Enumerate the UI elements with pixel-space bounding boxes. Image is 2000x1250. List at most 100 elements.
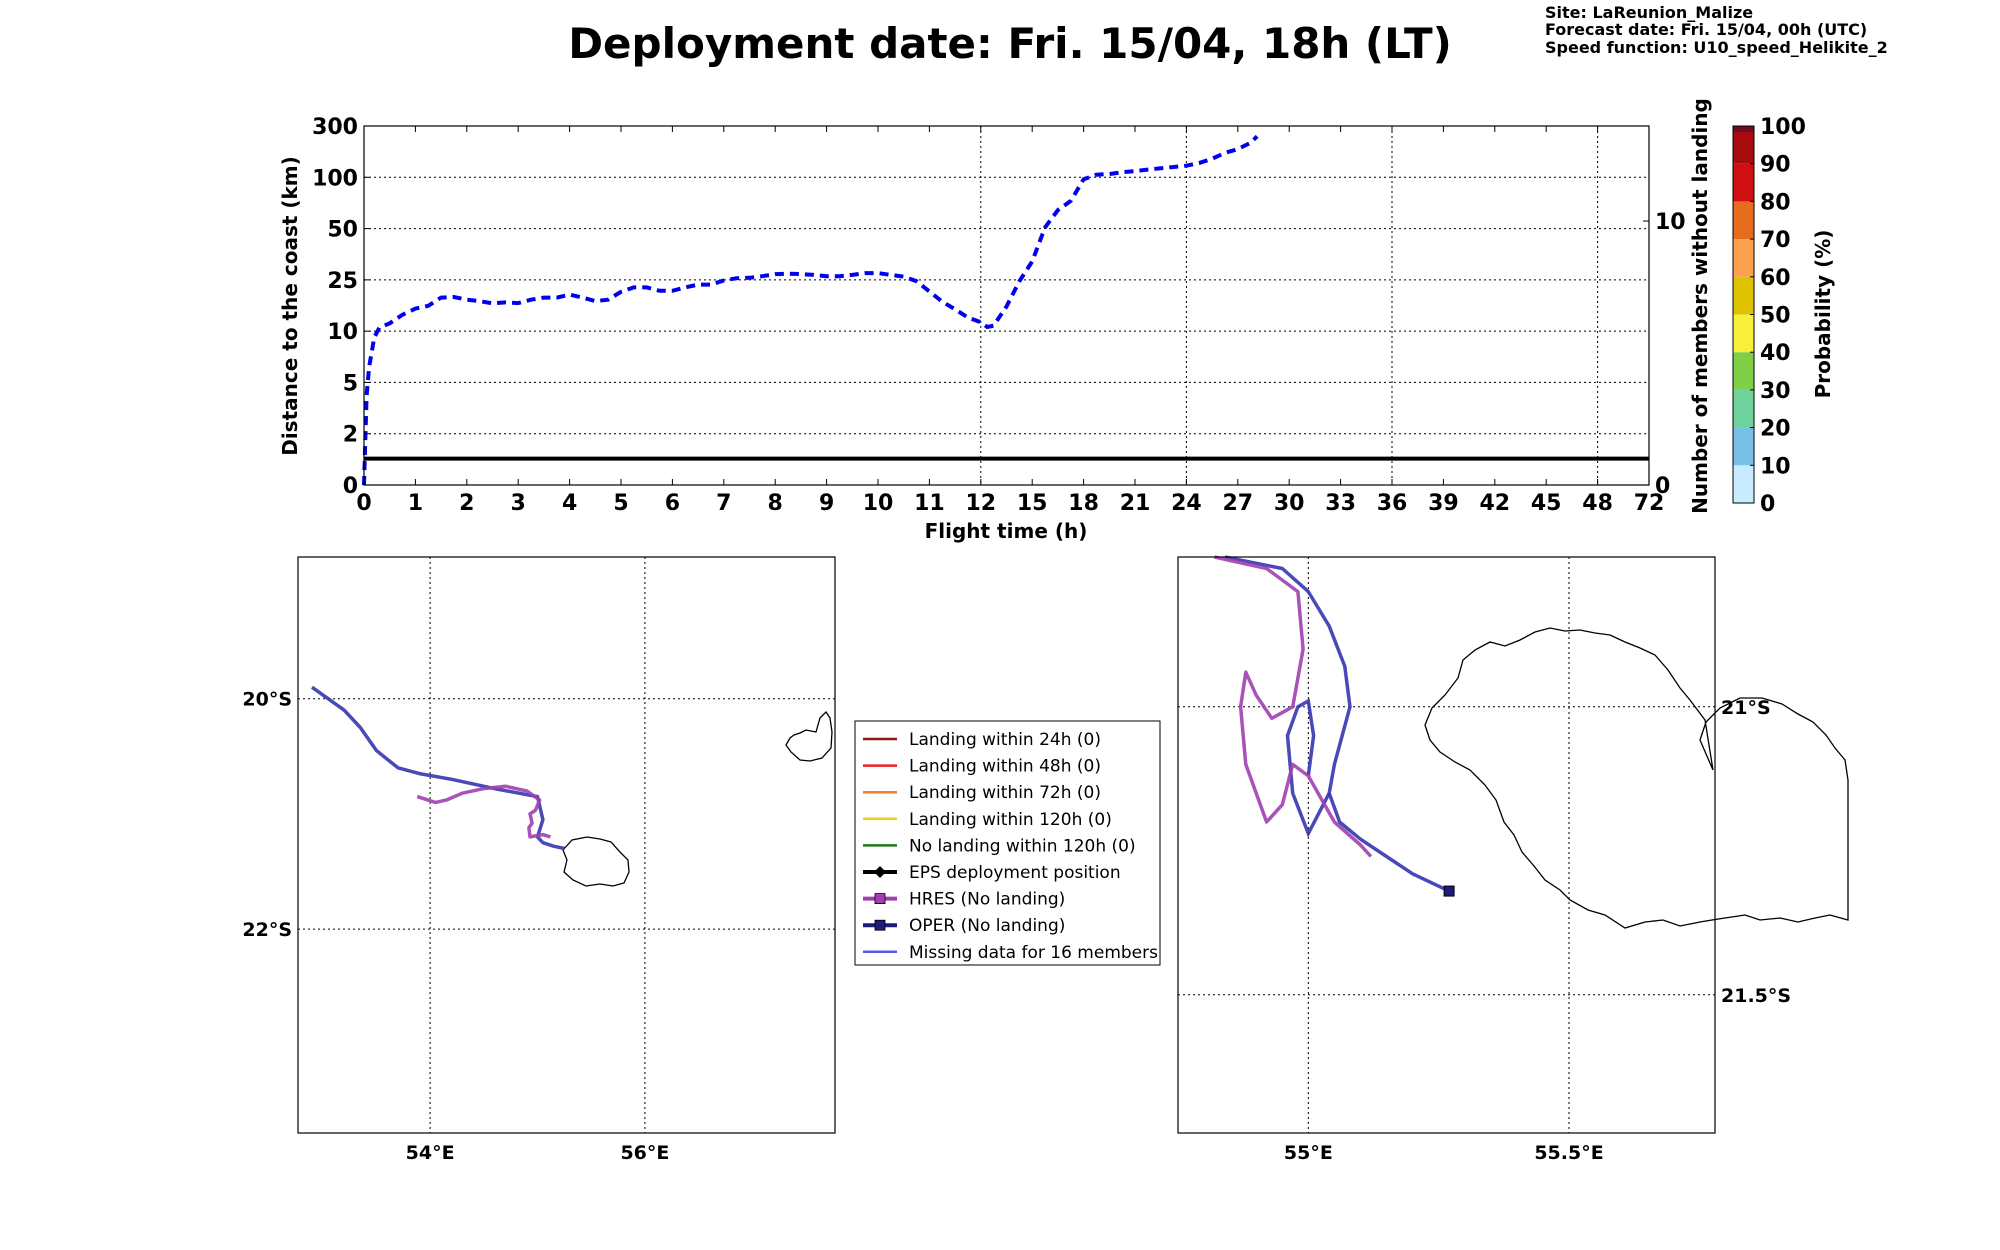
x-tick-label: 24 <box>1171 491 1202 516</box>
legend-label: Landing within 48h (0) <box>909 757 1101 777</box>
legend-item: Missing data for 16 members <box>863 943 1158 963</box>
colorbar-cell <box>1733 276 1754 315</box>
legend-label: Landing within 72h (0) <box>909 783 1101 803</box>
x-tick-label: 1 <box>408 491 423 516</box>
distance-chart-grid <box>364 126 1649 485</box>
colorbar-tick-label: 50 <box>1760 304 1791 329</box>
colorbar-tick-label: 40 <box>1760 341 1791 366</box>
oper-deployment-marker <box>1443 885 1455 897</box>
x-tick-label: 2 <box>459 491 474 516</box>
colorbar-tick-label: 10 <box>1760 454 1791 479</box>
y2-tick-label: 0 <box>1655 474 1670 499</box>
legend-items: Landing within 24h (0) Landing within 48h… <box>863 730 1158 963</box>
y-tick-label: 5 <box>343 371 358 396</box>
forecast-date-label: Forecast date: Fri. 15/04, 00h (UTC) <box>1545 20 1867 39</box>
colorbar-tick-label: 0 <box>1760 492 1775 517</box>
colorbar-tick-label: 100 <box>1760 115 1806 140</box>
x-tick-label: 21 <box>1120 491 1151 516</box>
y2-tick-labels: 0 10 <box>1643 210 1686 499</box>
site-label: Site: LaReunion_Malize <box>1545 3 1753 22</box>
longitude-label: 55.5°E <box>1534 1142 1603 1164</box>
legend: Landing within 24h (0) Landing within 48h… <box>854 720 1161 966</box>
x-tick-label: 30 <box>1274 491 1305 516</box>
oper-track <box>1224 555 1450 893</box>
oper-track-branch <box>1285 698 1331 838</box>
colorbar-cell <box>1733 427 1754 466</box>
legend-label: No landing within 120h (0) <box>909 836 1136 856</box>
colorbar-cell <box>1733 465 1754 503</box>
x-tick-label: 48 <box>1582 491 1613 516</box>
legend-label: OPER (No landing) <box>909 916 1065 936</box>
y-tick-label: 50 <box>327 218 358 243</box>
colorbar-tick-label: 90 <box>1760 153 1791 178</box>
x-tick-label: 5 <box>613 491 628 516</box>
x-tick-label: 8 <box>768 491 783 516</box>
colorbar-cell <box>1733 239 1754 277</box>
latitude-label: 20°S <box>242 689 292 711</box>
map-right: 55°E 55.5°E 21°S 21.5°S <box>1177 555 1849 1164</box>
legend-frame <box>854 720 1161 966</box>
map-left-tick-labels: 54°E 56°E 20°S 22°S <box>242 689 669 1164</box>
y2-tick-label: 10 <box>1655 210 1686 235</box>
map-right-frame <box>1177 556 1716 1134</box>
x-tick-label: 0 <box>356 491 371 516</box>
x-tick-label: 15 <box>1017 491 1048 516</box>
x-tick-label: 27 <box>1222 491 1253 516</box>
colorbar-cell <box>1733 163 1754 202</box>
colorbar-cell <box>1733 126 1754 132</box>
legend-item: Landing within 120h (0) <box>863 810 1112 830</box>
colorbar-tick-labels: 0 10 20 30 40 50 60 70 80 90 100 <box>1750 115 1806 517</box>
hres-track <box>1214 555 1373 858</box>
map-left: 54°E 56°E 20°S 22°S <box>242 556 836 1164</box>
y-tick-label: 300 <box>312 115 358 140</box>
x-tick-label: 45 <box>1531 491 1562 516</box>
legend-label: Landing within 24h (0) <box>909 730 1101 750</box>
distance-chart: 0 1 2 3 4 5 6 7 8 9 10 11 12 15 18 21 24 27 30 33 36 39 42 45 48… <box>278 98 1712 543</box>
legend-marker <box>874 866 886 878</box>
x-tick-label: 18 <box>1068 491 1099 516</box>
y-tick-label: 100 <box>312 166 358 191</box>
probability-colorbar: 0 10 20 30 40 50 60 70 80 90 100 Probability (%) <box>1732 115 1835 517</box>
legend-label: Landing within 120h (0) <box>909 810 1112 830</box>
colorbar-cells <box>1733 126 1754 503</box>
x-tick-label: 12 <box>965 491 996 516</box>
y-tick-label: 2 <box>343 423 358 448</box>
x-tick-label: 72 <box>1634 491 1665 516</box>
latitude-label: 21.5°S <box>1721 985 1791 1007</box>
x-tick-label: 11 <box>914 491 945 516</box>
x-axis-label: Flight time (h) <box>925 519 1088 543</box>
speed-function-label: Speed function: U10_speed_Helikite_2 <box>1545 38 1888 57</box>
colorbar-cell <box>1733 314 1754 353</box>
figure-title: Deployment date: Fri. 15/04, 18h (LT) <box>568 19 1452 68</box>
map-right-tracks <box>1214 555 1455 897</box>
y-tick-label: 25 <box>327 269 358 294</box>
reunion-coastline <box>1424 627 1849 929</box>
map-right-tick-labels: 55°E 55.5°E 21°S 21.5°S <box>1284 697 1791 1164</box>
legend-item: HRES (No landing) <box>863 890 1065 910</box>
map-left-grid <box>298 557 835 1133</box>
colorbar-tick-label: 30 <box>1760 379 1791 404</box>
distance-chart-series <box>362 134 1649 486</box>
distance-chart-frame <box>363 125 1650 486</box>
x-tick-label: 3 <box>511 491 526 516</box>
y-tick-label: 0 <box>343 474 358 499</box>
longitude-label: 56°E <box>620 1142 669 1164</box>
latitude-label: 21°S <box>1721 697 1771 719</box>
x-tick-label: 9 <box>819 491 834 516</box>
colorbar-label: Probability (%) <box>1811 230 1835 399</box>
x-tick-label: 7 <box>716 491 731 516</box>
colorbar-tick-label: 70 <box>1760 228 1791 253</box>
x-tick-label: 36 <box>1377 491 1408 516</box>
map-left-frame <box>297 556 836 1134</box>
colorbar-tick-label: 60 <box>1760 266 1791 291</box>
legend-marker <box>874 919 886 931</box>
legend-item: Landing within 24h (0) <box>863 730 1101 750</box>
mauritius-island-outline <box>785 710 833 762</box>
longitude-label: 54°E <box>406 1142 455 1164</box>
legend-marker <box>874 893 886 904</box>
x-tick-label: 42 <box>1479 491 1510 516</box>
y2-axis-label: Number of members without landing <box>1688 98 1712 514</box>
x-tick-label: 10 <box>863 491 894 516</box>
x-tick-label: 39 <box>1428 491 1459 516</box>
